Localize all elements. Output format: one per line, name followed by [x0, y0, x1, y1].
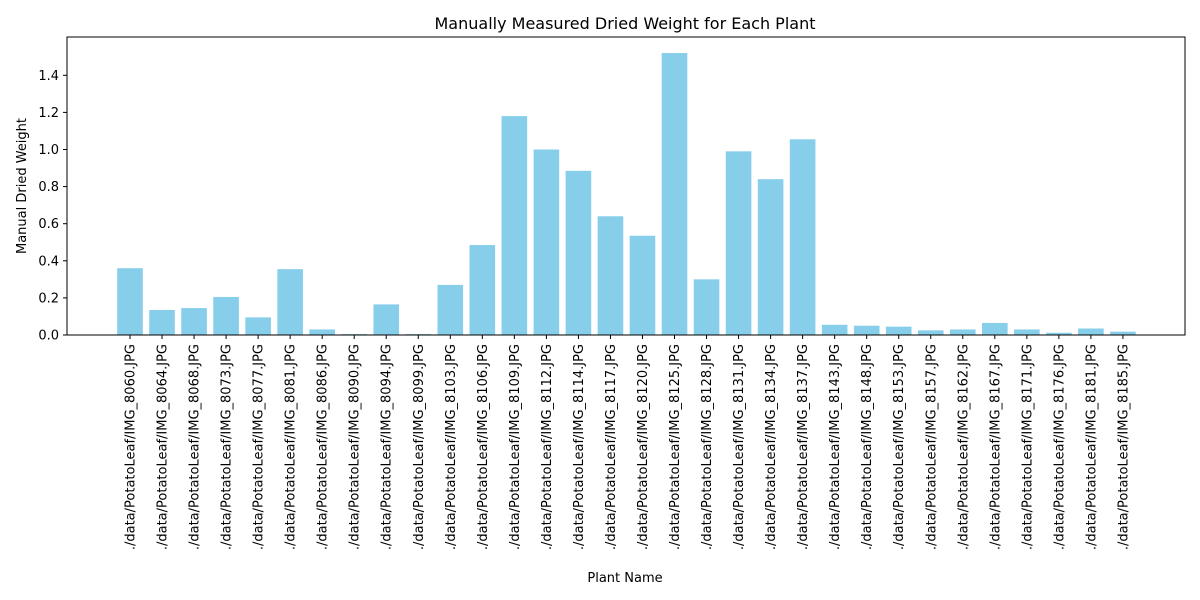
x-tick-label: ./data/PotatoLeaf/IMG_8086.JPG	[316, 344, 331, 550]
y-tick-label: 1.4	[38, 69, 59, 84]
bar	[1046, 332, 1072, 335]
bar	[629, 235, 656, 335]
bar	[245, 317, 271, 335]
x-axis-label: Plant Name	[587, 571, 662, 586]
bar	[149, 309, 175, 335]
bar	[917, 330, 944, 335]
x-tick-label: ./data/PotatoLeaf/IMG_8157.JPG	[924, 344, 939, 550]
x-tick-label: ./data/PotatoLeaf/IMG_8162.JPG	[956, 344, 971, 550]
bar	[309, 329, 335, 335]
bar	[853, 325, 880, 336]
x-tick-label: ./data/PotatoLeaf/IMG_8103.JPG	[444, 344, 459, 550]
y-tick-label: 1.0	[38, 143, 59, 158]
bar	[757, 179, 784, 335]
x-tick-label: ./data/PotatoLeaf/IMG_8094.JPG	[380, 344, 395, 550]
y-tick-label: 0.0	[38, 329, 59, 344]
x-tick-label: ./data/PotatoLeaf/IMG_8148.JPG	[860, 344, 875, 550]
bar	[117, 268, 143, 335]
bar	[1110, 331, 1136, 335]
x-tick-label: ./data/PotatoLeaf/IMG_8114.JPG	[572, 344, 587, 550]
x-tick-label: ./data/PotatoLeaf/IMG_8117.JPG	[604, 344, 619, 550]
x-tick-label: ./data/PotatoLeaf/IMG_8081.JPG	[284, 344, 299, 550]
x-tick-label: ./data/PotatoLeaf/IMG_8077.JPG	[252, 344, 267, 550]
y-tick-label: 0.6	[38, 217, 59, 232]
bar	[661, 53, 688, 335]
bar	[373, 304, 400, 335]
bar	[789, 139, 816, 335]
bar	[181, 308, 207, 335]
bar	[725, 151, 752, 335]
bar	[693, 279, 720, 335]
y-tick-label: 0.2	[38, 291, 59, 306]
y-tick-label: 0.8	[38, 180, 59, 195]
x-tick-label: ./data/PotatoLeaf/IMG_8090.JPG	[348, 344, 363, 550]
bar	[437, 284, 464, 336]
x-tick-label: ./data/PotatoLeaf/IMG_8153.JPG	[892, 344, 907, 550]
bar	[1014, 329, 1040, 335]
bar	[469, 245, 496, 335]
bar	[277, 269, 303, 335]
x-axis: ./data/PotatoLeaf/IMG_8060.JPG ./data/Pot…	[124, 335, 1131, 550]
y-axis: 0.0 0.2 0.4 0.6 0.8 1.0 1.2 1.4	[38, 69, 67, 344]
bar	[982, 322, 1008, 335]
x-tick-label: ./data/PotatoLeaf/IMG_8120.JPG	[636, 344, 651, 550]
plot-frame	[66, 36, 1186, 336]
x-tick-label: ./data/PotatoLeaf/IMG_8131.JPG	[732, 344, 747, 550]
x-tick-label: ./data/PotatoLeaf/IMG_8125.JPG	[668, 344, 683, 550]
x-tick-label: ./data/PotatoLeaf/IMG_8112.JPG	[540, 344, 555, 550]
x-tick-label: ./data/PotatoLeaf/IMG_8181.JPG	[1084, 344, 1099, 550]
chart-title: Manually Measured Dried Weight for Each …	[435, 14, 816, 33]
bar	[949, 329, 976, 335]
x-tick-label: ./data/PotatoLeaf/IMG_8064.JPG	[156, 344, 171, 550]
x-tick-label: ./data/PotatoLeaf/IMG_8176.JPG	[1052, 344, 1067, 550]
bar	[1078, 328, 1104, 335]
x-tick-label: ./data/PotatoLeaf/IMG_8137.JPG	[796, 344, 811, 550]
x-tick-label: ./data/PotatoLeaf/IMG_8060.JPG	[124, 344, 139, 550]
x-tick-label: ./data/PotatoLeaf/IMG_8099.JPG	[412, 344, 427, 550]
y-tick-label: 0.4	[38, 254, 59, 269]
bar	[501, 116, 528, 335]
bar	[885, 326, 912, 335]
x-tick-label: ./data/PotatoLeaf/IMG_8167.JPG	[988, 344, 1003, 550]
x-tick-label: ./data/PotatoLeaf/IMG_8109.JPG	[508, 344, 523, 550]
bar	[533, 149, 560, 335]
x-tick-label: ./data/PotatoLeaf/IMG_8073.JPG	[220, 344, 235, 550]
x-tick-label: ./data/PotatoLeaf/IMG_8128.JPG	[700, 344, 715, 550]
x-tick-label: ./data/PotatoLeaf/IMG_8185.JPG	[1116, 344, 1131, 550]
bar	[821, 324, 848, 335]
x-tick-label: ./data/PotatoLeaf/IMG_8134.JPG	[764, 344, 779, 550]
bars-group	[117, 53, 1136, 336]
x-tick-label: ./data/PotatoLeaf/IMG_8068.JPG	[188, 344, 203, 550]
bar	[597, 216, 624, 335]
x-tick-label: ./data/PotatoLeaf/IMG_8143.JPG	[828, 344, 843, 550]
y-tick-label: 1.2	[38, 106, 59, 121]
bar	[213, 296, 239, 335]
y-axis-label: Manual Dried Weight	[15, 118, 30, 254]
bar	[565, 170, 592, 335]
x-tick-label: ./data/PotatoLeaf/IMG_8106.JPG	[476, 344, 491, 550]
x-tick-label: ./data/PotatoLeaf/IMG_8171.JPG	[1020, 344, 1035, 550]
